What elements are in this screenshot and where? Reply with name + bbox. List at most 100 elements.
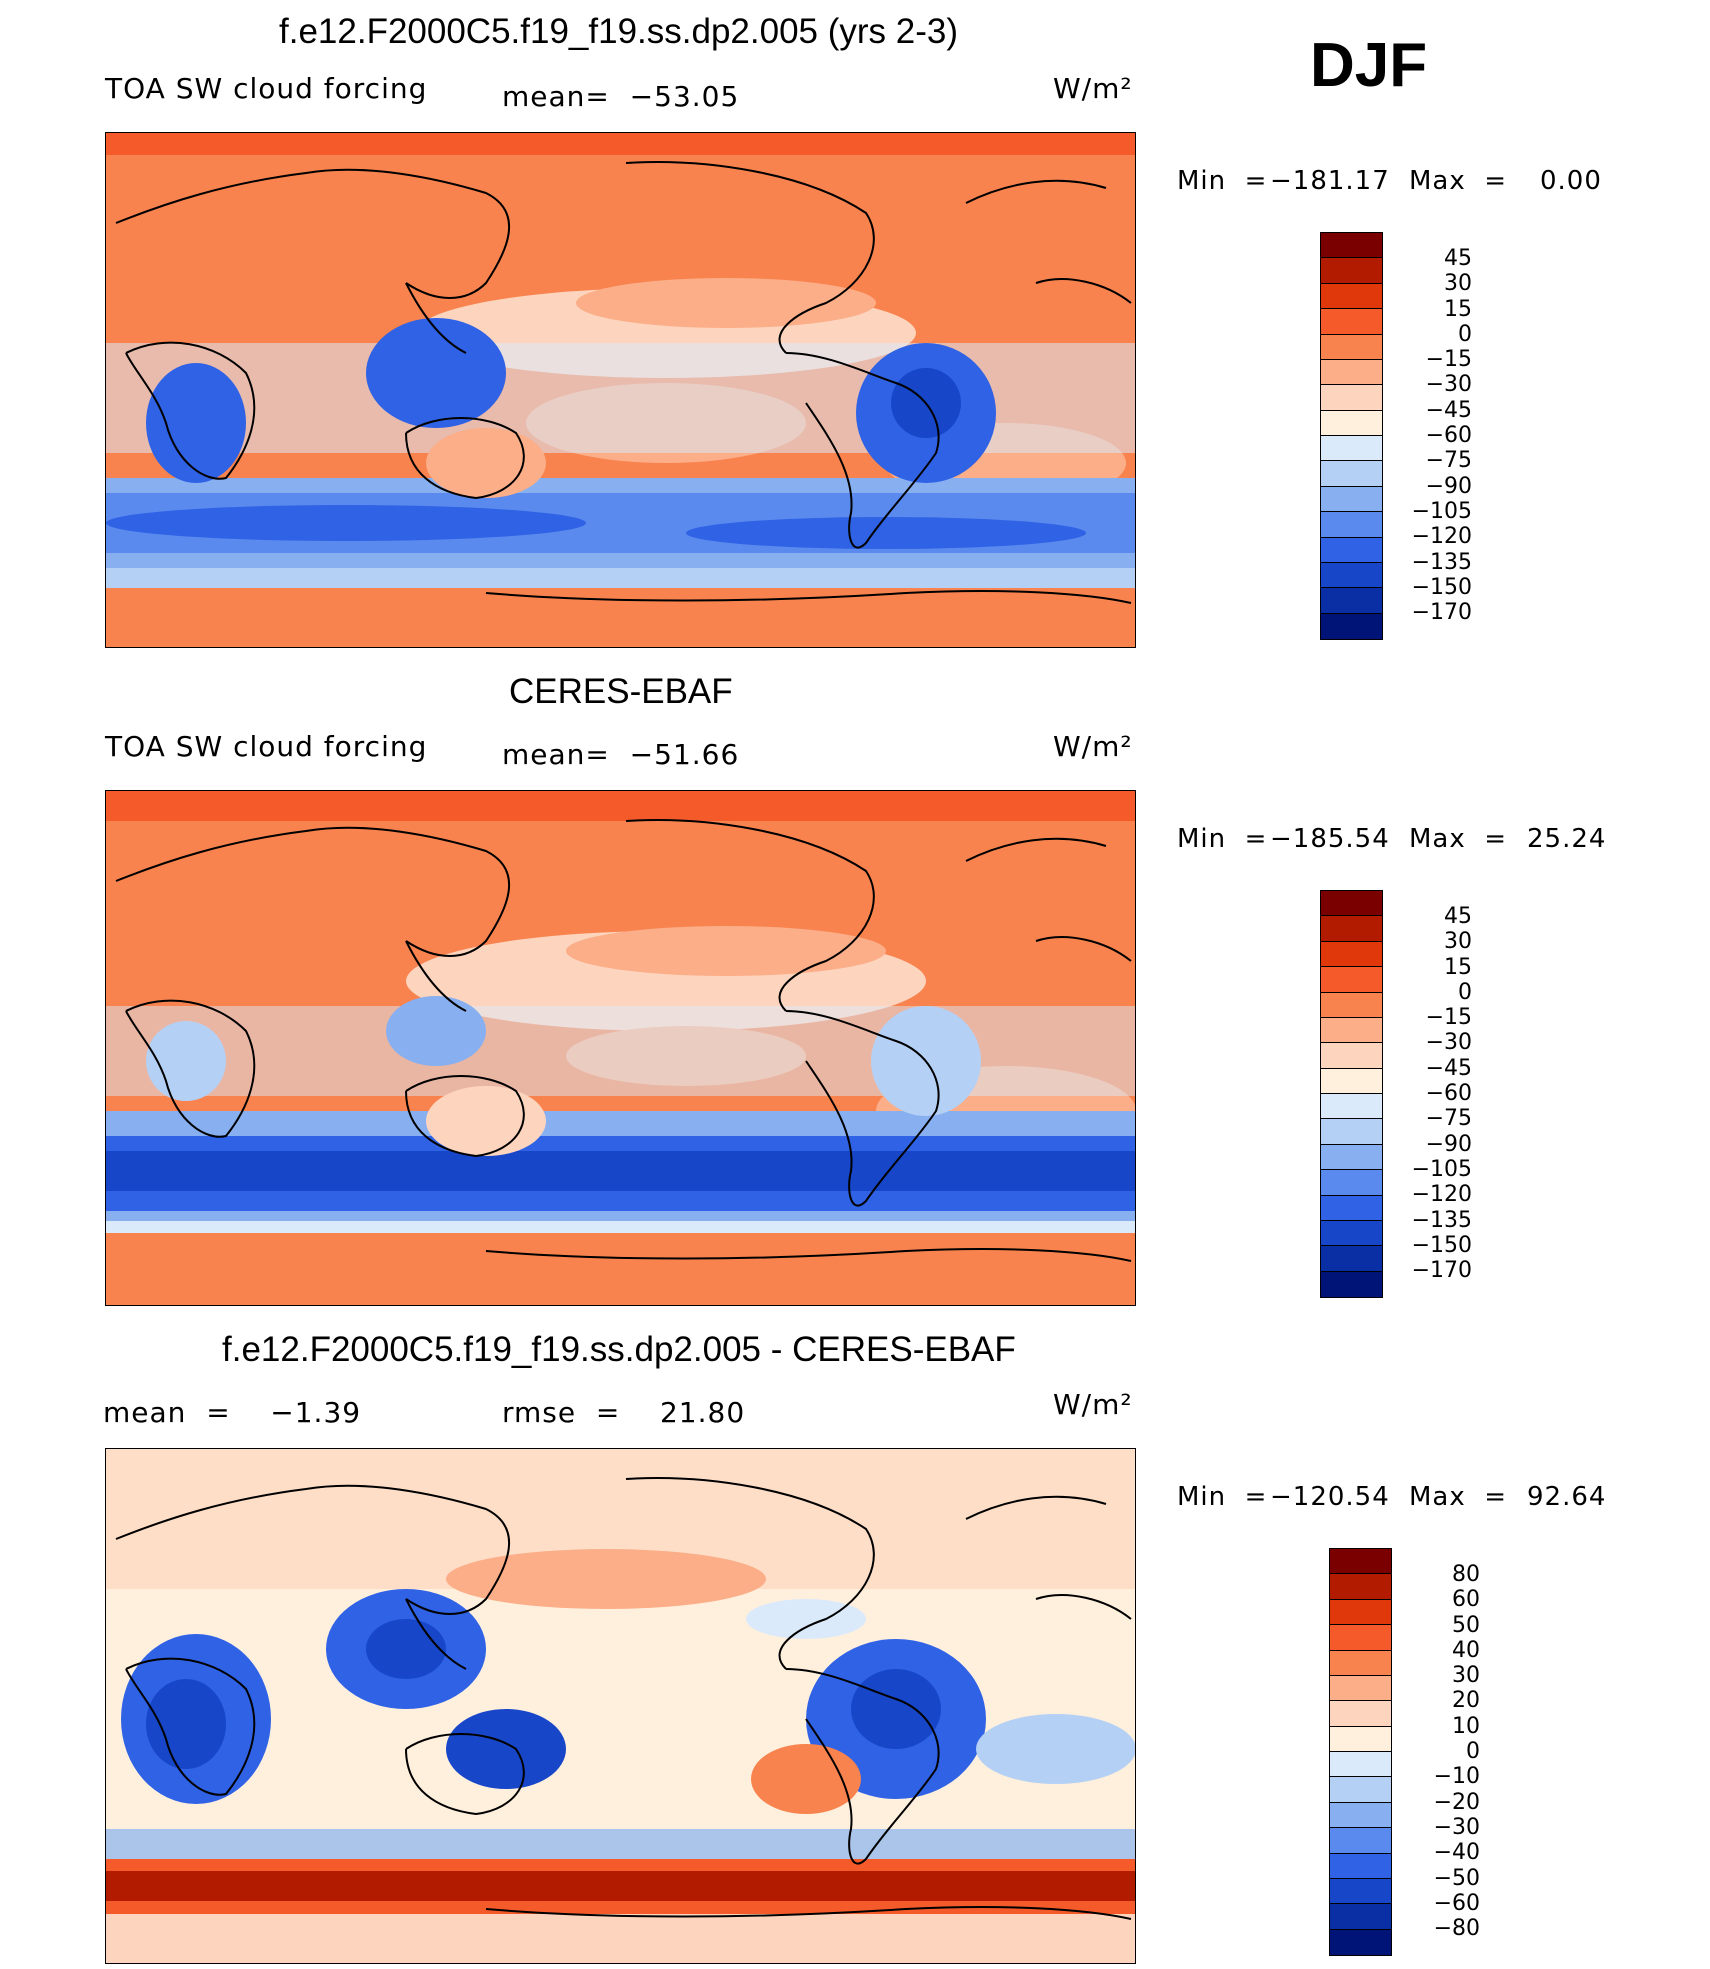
colorbar-swatch — [1330, 1752, 1391, 1778]
colorbar-swatch — [1330, 1701, 1391, 1727]
colorbar-level-label: 0 — [1466, 1739, 1480, 1765]
colorbar-level-label: −90 — [1425, 473, 1472, 499]
colorbar-swatch — [1321, 461, 1382, 487]
colorbar-level-label: 30 — [1444, 271, 1472, 297]
colorbar-swatch — [1330, 1625, 1391, 1651]
colorbar-swatch — [1321, 233, 1382, 259]
colorbar-swatch — [1321, 283, 1382, 310]
colorbar-swatch — [1321, 1220, 1382, 1247]
colorbar-swatch — [1321, 941, 1382, 968]
colorbar-level-label: −135 — [1411, 549, 1472, 575]
colorbar-level-label: 80 — [1452, 1562, 1480, 1587]
colorbar-swatch — [1321, 588, 1382, 614]
panel3-rmse: rmse = 21.80 — [502, 1396, 746, 1429]
colorbar-level-label: −20 — [1433, 1789, 1480, 1815]
panel3-max-value: 92.64 — [1527, 1482, 1607, 1512]
panel2-map — [105, 790, 1136, 1306]
colorbar-level-label: 0 — [1458, 321, 1472, 347]
colorbar-level-label: −50 — [1433, 1865, 1480, 1891]
panel2-mean: mean= −51.66 — [502, 738, 740, 771]
colorbar-level-label: 15 — [1444, 954, 1472, 980]
season-label: DJF — [1310, 31, 1428, 100]
colorbar-level-label: 0 — [1458, 979, 1472, 1005]
colorbar-swatch — [1321, 891, 1382, 917]
panel3-min-value: −120.54 — [1270, 1482, 1390, 1512]
colorbar-level-label: −90 — [1425, 1131, 1472, 1157]
panel3-units: W/m² — [1053, 1388, 1133, 1421]
colorbar-swatch — [1321, 512, 1382, 538]
panel2-min-value: −185.54 — [1270, 824, 1390, 854]
colorbar-swatch — [1321, 1170, 1382, 1196]
colorbar-level-label: −60 — [1425, 1081, 1472, 1107]
colorbar-swatch — [1321, 1246, 1382, 1272]
panel1-min-label: Min = — [1177, 166, 1268, 196]
colorbar-swatch — [1321, 992, 1382, 1018]
colorbar-swatch — [1330, 1929, 1391, 1955]
colorbar-level-label: −150 — [1411, 1232, 1472, 1258]
colorbar-level-label: 30 — [1452, 1663, 1480, 1689]
colorbar-level-label: −15 — [1425, 1005, 1472, 1031]
colorbar-swatch — [1330, 1878, 1391, 1905]
panel3-map — [105, 1448, 1136, 1964]
colorbar-level-label: −170 — [1411, 600, 1472, 626]
colorbar-level-label: −105 — [1411, 498, 1472, 524]
colorbar-swatch — [1330, 1650, 1391, 1676]
colorbar-level-label: 20 — [1452, 1688, 1480, 1714]
colorbar-level-label: 40 — [1452, 1637, 1480, 1663]
panel2-max-label: Max = — [1409, 824, 1508, 854]
colorbar-swatch — [1321, 436, 1382, 462]
colorbar-swatch — [1321, 309, 1382, 335]
colorbar-level-label: −10 — [1433, 1764, 1480, 1790]
colorbar-swatch — [1321, 967, 1382, 993]
colorbar-swatch — [1330, 1802, 1391, 1829]
panel3-title: f.e12.F2000C5.f19_f19.ss.dp2.005 - CERES… — [222, 1330, 1016, 1369]
colorbar-level-label: 45 — [1444, 904, 1472, 929]
colorbar-level-label: 10 — [1452, 1713, 1480, 1739]
panel1-variable-label: TOA SW cloud forcing — [105, 72, 428, 105]
colorbar-level-label: −60 — [1425, 423, 1472, 449]
colorbar-swatch — [1321, 613, 1382, 639]
panel1-colorbar — [1320, 232, 1383, 640]
panel1-title: f.e12.F2000C5.f19_f19.ss.dp2.005 (yrs 2-… — [279, 12, 959, 51]
colorbar-swatch — [1321, 916, 1382, 942]
colorbar-level-label: −80 — [1433, 1916, 1480, 1942]
colorbar-level-label: 15 — [1444, 296, 1472, 322]
colorbar-level-label: −30 — [1433, 1814, 1480, 1840]
colorbar-swatch — [1321, 537, 1382, 563]
colorbar-level-label: −135 — [1411, 1207, 1472, 1233]
colorbar-swatch — [1321, 1144, 1382, 1171]
panel1-map — [105, 132, 1136, 648]
panel1-max-value: 0.00 — [1540, 166, 1602, 196]
colorbar-swatch — [1330, 1726, 1391, 1752]
panel3-min-label: Min = — [1177, 1482, 1268, 1512]
colorbar-swatch — [1321, 385, 1382, 411]
panel1-min-value: −181.17 — [1270, 166, 1390, 196]
colorbar-swatch — [1321, 1119, 1382, 1145]
panel2-title: CERES-EBAF — [509, 672, 733, 711]
colorbar-swatch — [1321, 258, 1382, 284]
colorbar-level-label: 50 — [1452, 1612, 1480, 1638]
panel3-mean: mean = −1.39 — [103, 1396, 362, 1429]
colorbar-level-label: −170 — [1411, 1258, 1472, 1284]
colorbar-swatch — [1330, 1853, 1391, 1879]
colorbar-level-label: −60 — [1433, 1890, 1480, 1916]
colorbar-level-label: −120 — [1411, 1182, 1472, 1208]
panel1-colorbar-labels: 45 30 15 0 −15 −30 −45 −60 −75 −90 −105 −120 −135 −15… — [1392, 246, 1472, 625]
panel2-max-value: 25.24 — [1527, 824, 1607, 854]
panel2-variable-label: TOA SW cloud forcing — [105, 730, 428, 763]
panel1-max-label: Max = — [1409, 166, 1508, 196]
colorbar-swatch — [1330, 1904, 1391, 1930]
colorbar-swatch — [1321, 486, 1382, 513]
colorbar-swatch — [1321, 1043, 1382, 1069]
colorbar-swatch — [1321, 1094, 1382, 1120]
colorbar-level-label: −40 — [1433, 1840, 1480, 1866]
colorbar-level-label: −120 — [1411, 524, 1472, 550]
colorbar-level-label: 60 — [1452, 1587, 1480, 1613]
colorbar-swatch — [1330, 1549, 1391, 1575]
colorbar-swatch — [1321, 1068, 1382, 1094]
colorbar-swatch — [1321, 334, 1382, 360]
colorbar-swatch — [1321, 1017, 1382, 1044]
colorbar-swatch — [1321, 359, 1382, 386]
colorbar-level-label: −30 — [1425, 1030, 1472, 1056]
colorbar-swatch — [1330, 1777, 1391, 1803]
